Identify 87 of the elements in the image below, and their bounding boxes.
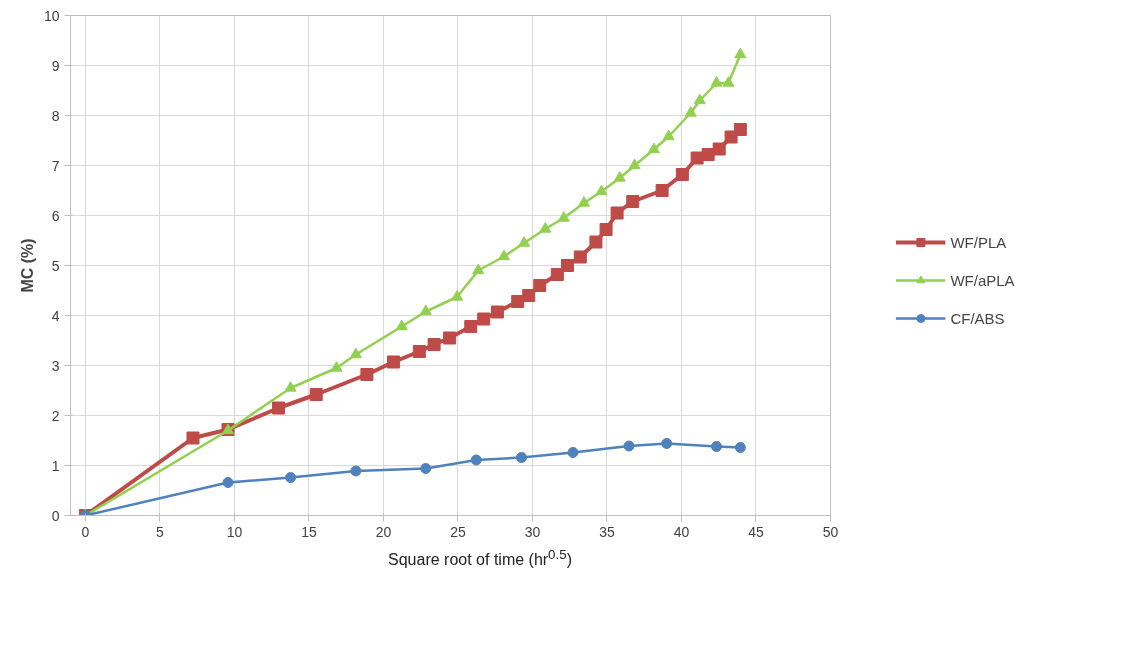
legend-label: WF/aPLA: [950, 271, 1015, 289]
point: [661, 438, 673, 449]
x-tick-label: 10: [226, 523, 243, 540]
y-tick-label: 4: [51, 307, 60, 324]
point: [387, 355, 401, 369]
point: [412, 345, 426, 358]
point: [613, 171, 626, 182]
point: [567, 447, 579, 458]
y-tick-label: 0: [51, 507, 60, 524]
point: [675, 168, 689, 181]
legend-label: CF/ABS: [950, 309, 1005, 327]
point: [550, 268, 564, 281]
point: [419, 304, 432, 316]
point: [693, 93, 706, 105]
x-axis-title: Square root of time (hr$^{0.5}$): [388, 546, 572, 571]
point: [349, 347, 362, 359]
y-tick-label: 2: [51, 407, 60, 424]
point: [395, 319, 408, 331]
point: [539, 222, 552, 233]
point: [710, 76, 723, 87]
point: [451, 290, 464, 301]
point: [330, 361, 343, 372]
point: [472, 263, 485, 275]
point: [498, 249, 510, 261]
point: [511, 295, 525, 308]
point: [647, 142, 660, 154]
point: [533, 279, 547, 292]
point: [222, 477, 234, 488]
point: [427, 338, 441, 351]
legend-label: WF/PLA: [950, 233, 1007, 251]
point: [490, 305, 504, 319]
point: [626, 195, 640, 208]
point: [309, 388, 323, 401]
point: [443, 331, 457, 345]
y-tick-label: 7: [51, 157, 60, 174]
point: [518, 236, 531, 247]
point: [560, 259, 574, 272]
point: [578, 196, 591, 207]
point: [655, 184, 669, 197]
point: [712, 142, 726, 156]
point: [684, 106, 697, 117]
point: [662, 129, 675, 141]
y-tick-label: 1: [51, 457, 60, 474]
point: [186, 431, 200, 445]
point: [360, 368, 374, 381]
point: [589, 235, 603, 249]
point: [515, 452, 527, 463]
point: [477, 312, 491, 326]
point: [272, 401, 286, 415]
point: [599, 223, 613, 236]
point: [711, 441, 722, 452]
y-tick-label: 9: [51, 57, 60, 74]
point: [733, 123, 747, 136]
y-axis-title: MC (%): [18, 238, 36, 293]
x-tick-label: 35: [599, 523, 615, 540]
point: [734, 442, 746, 453]
y-tick-label: 5: [51, 257, 60, 274]
point: [285, 472, 297, 483]
point: [522, 289, 536, 302]
point: [623, 440, 635, 452]
point: [557, 211, 570, 222]
point: [464, 320, 478, 333]
point: [701, 148, 715, 161]
y-tick-label: 3: [51, 357, 60, 374]
x-tick-label: 40: [673, 523, 690, 540]
point: [595, 184, 608, 196]
x-tick-label: 20: [375, 523, 392, 540]
x-tick-label: 45: [748, 523, 764, 540]
point: [573, 250, 587, 264]
point: [610, 206, 624, 220]
x-tick-label: 50: [822, 523, 839, 540]
x-tick-label: 5: [156, 523, 165, 540]
x-tick-label: 25: [450, 523, 466, 540]
point: [420, 463, 432, 474]
x-tick-label: 30: [524, 523, 541, 540]
y-tick-label: 8: [51, 107, 60, 124]
y-tick-label: 10: [43, 7, 60, 24]
x-tick-label: 0: [81, 523, 90, 540]
point: [350, 465, 362, 477]
point: [690, 151, 704, 165]
y-tick-label: 6: [51, 207, 60, 224]
point: [722, 76, 735, 87]
point: [734, 47, 747, 59]
point: [470, 454, 482, 466]
x-tick-label: 15: [301, 523, 317, 540]
point: [628, 158, 641, 170]
point: [284, 381, 297, 392]
